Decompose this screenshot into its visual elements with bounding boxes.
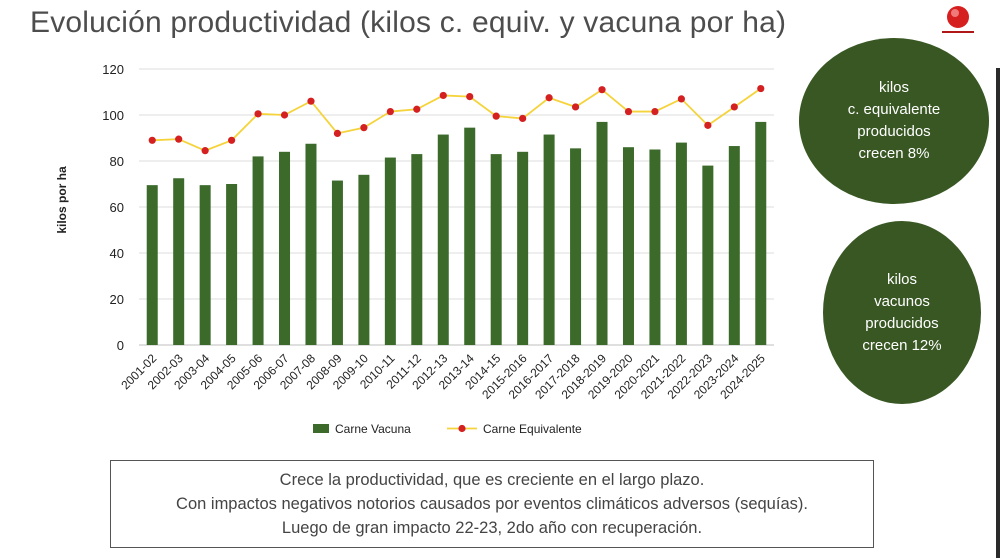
bar xyxy=(570,148,582,345)
legend-swatch-bar xyxy=(313,424,329,433)
line-point xyxy=(492,112,500,120)
bar xyxy=(675,142,687,345)
bar xyxy=(543,134,555,345)
bar xyxy=(411,154,423,345)
note-line-3: Luego de gran impacto 22-23, 2do año con… xyxy=(281,519,703,537)
y-tick-label: 60 xyxy=(110,200,124,215)
kilos-equivalente-bubble: kilos c. equivalente producidos crecen 8… xyxy=(799,38,989,204)
series-line xyxy=(152,87,762,152)
y-tick-label: 40 xyxy=(110,246,124,261)
gridlines xyxy=(139,68,774,346)
bar-series xyxy=(146,121,767,346)
note-line-2: Con impactos negativos notorios causados… xyxy=(176,495,808,513)
legend-label: Carne Vacuna xyxy=(335,422,411,436)
kilos-vacunos-bubble: kilos vacunos producidos crecen 12% xyxy=(823,221,981,404)
bar xyxy=(305,143,317,345)
window-edge xyxy=(996,68,1000,558)
bar xyxy=(226,184,238,345)
bar xyxy=(702,165,714,345)
y-axis: 0 20 40 60 80 100 120 xyxy=(102,62,124,353)
note-line-1: Crece la productividad, que es creciente… xyxy=(279,471,705,489)
line-point xyxy=(360,124,368,132)
y-tick-label: 120 xyxy=(102,62,124,77)
y-axis-title: kilos por ha xyxy=(55,166,69,234)
bar xyxy=(331,180,343,345)
brand-logo xyxy=(942,6,974,33)
legend-label: Carne Equivalente xyxy=(483,422,582,436)
line-point xyxy=(466,93,474,101)
line-point xyxy=(519,114,527,123)
bar xyxy=(517,151,529,345)
bar xyxy=(358,174,370,345)
y-tick-label: 0 xyxy=(117,338,124,353)
productivity-chart: 0 20 40 60 80 100 120 2001-022002-032003-04200… xyxy=(55,62,774,436)
bar xyxy=(199,185,211,345)
bar xyxy=(146,185,158,345)
line-point xyxy=(598,86,606,94)
x-axis: 2001-022002-032003-042004-052005-062006-… xyxy=(118,351,768,402)
line-series xyxy=(148,84,765,155)
line-point xyxy=(571,103,580,111)
line-point xyxy=(254,110,262,118)
y-tick-label: 20 xyxy=(110,292,124,307)
legend: Carne Vacuna Carne Equivalente xyxy=(313,422,582,436)
bar xyxy=(755,121,767,346)
line-point xyxy=(651,107,659,116)
bar xyxy=(649,149,661,345)
bar xyxy=(252,156,264,345)
line-point xyxy=(413,105,421,113)
line-point xyxy=(677,95,685,103)
bar xyxy=(384,157,396,345)
line-point xyxy=(730,103,738,111)
line-point xyxy=(439,91,447,100)
bar xyxy=(173,178,185,345)
line-point xyxy=(175,135,183,143)
line-point xyxy=(280,111,289,119)
line-point xyxy=(386,107,394,116)
legend-swatch-marker xyxy=(458,424,466,433)
line-point xyxy=(333,129,342,137)
bar xyxy=(622,147,634,345)
bar xyxy=(490,154,502,345)
summary-note: Crece la productividad, que es creciente… xyxy=(110,460,874,548)
line-point xyxy=(545,94,553,102)
bar xyxy=(596,121,608,346)
line-point xyxy=(201,147,209,155)
line-point xyxy=(307,97,315,105)
line-point xyxy=(757,84,765,93)
y-tick-label: 100 xyxy=(102,108,124,123)
bar xyxy=(728,146,740,345)
line-point xyxy=(624,107,633,116)
bar xyxy=(437,134,449,345)
bar xyxy=(279,151,291,345)
bar xyxy=(464,127,476,346)
line-point xyxy=(148,136,156,144)
line-point xyxy=(228,136,236,144)
slide-title: Evolución productividad (kilos c. equiv.… xyxy=(30,6,787,39)
line-point xyxy=(704,121,712,129)
y-tick-label: 80 xyxy=(110,154,124,169)
